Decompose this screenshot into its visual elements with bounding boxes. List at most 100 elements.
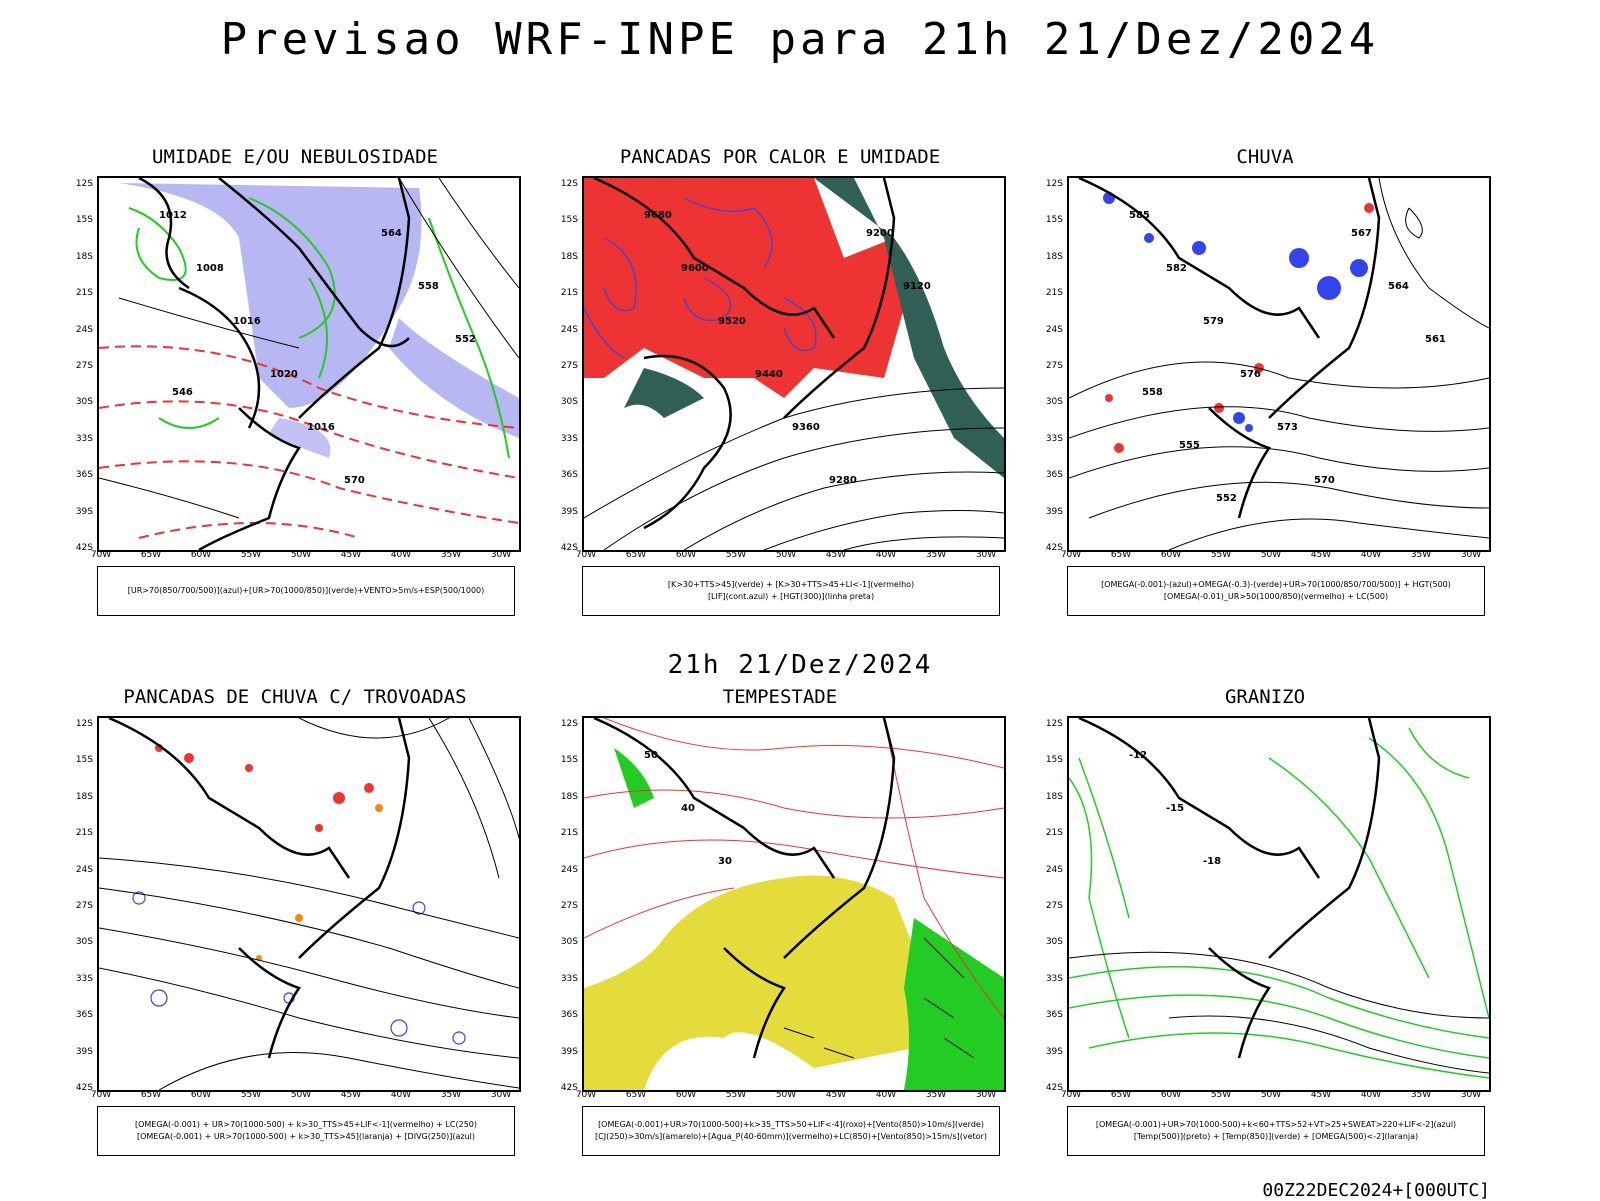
panel-umidade: UMIDADE E/OU NEBULOSIDADE 12S 15S 18S 21S 24… — [75, 146, 555, 626]
lon-tick: 70W — [1060, 1090, 1082, 1100]
lon-tick: 30W — [975, 550, 997, 560]
lon-tick: 50W — [1260, 550, 1282, 560]
lon-tick: 60W — [675, 550, 697, 560]
contour-label: 582 — [1166, 263, 1187, 274]
contour-label: 552 — [1216, 493, 1237, 504]
legend-line: [UR>70(850/700/500)](azul)+[UR>70(1000/8… — [127, 586, 485, 595]
contour-label: 9280 — [829, 475, 857, 486]
lat-tick: 39S — [1045, 506, 1063, 517]
lat-tick: 12S — [1045, 719, 1063, 729]
lon-tick: 30W — [975, 1090, 997, 1100]
contour-label: 9600 — [681, 263, 709, 274]
lon-tick: 40W — [390, 1090, 412, 1100]
lon-tick: 35W — [440, 550, 462, 560]
lat-axis: 12S 15S 18S 21S 24S 27S 30S 33S 36S 39S 42S — [560, 716, 580, 1093]
lat-tick: 27S — [1045, 901, 1063, 911]
lat-tick: 27S — [560, 901, 578, 911]
lat-axis: 12S 15S 18S 21S 24S 27S 30S 33S 36S 39S 42S — [75, 716, 95, 1093]
legend-line: [Temp(500)](preto) + [Temp(850)](verde) … — [1133, 1132, 1419, 1141]
legend-line: [CJ(250)>30m/s](amarelo)+[Agua_P(40-60mm… — [595, 1132, 987, 1141]
lon-tick: 45W — [825, 1090, 847, 1100]
contour-label: -15 — [1166, 803, 1184, 814]
lat-tick: 24S — [560, 324, 578, 335]
lat-tick: 42S — [1045, 543, 1063, 553]
lon-tick: 30W — [490, 1090, 512, 1100]
lat-tick: 24S — [75, 864, 93, 875]
lat-tick: 39S — [1045, 1046, 1063, 1057]
lon-tick: 60W — [1160, 550, 1182, 560]
lat-tick: 27S — [1045, 361, 1063, 371]
legend-line: [K>30+TTS>45](verde) + [K>30+TTS>45+LI<-… — [667, 580, 915, 589]
lat-tick: 39S — [560, 1046, 578, 1057]
lon-tick: 50W — [775, 550, 797, 560]
contour-label: 30 — [718, 856, 732, 867]
lon-tick: 50W — [290, 1090, 312, 1100]
lat-tick: 36S — [560, 470, 578, 481]
lon-tick: 55W — [1210, 550, 1232, 560]
lon-tick: 45W — [340, 550, 362, 560]
map-umidade-svg: 1012 1008 1016 1020 1016 570 564 558 552 546 — [99, 178, 519, 550]
lat-tick: 18S — [1045, 791, 1063, 802]
legend-line: [OMEGA(-0.001)-(azul)+OMEGA(-0.3)-(verde… — [1101, 580, 1451, 589]
panel-tempestade: TEMPESTADE 12S 15S 18S 21S 24S 27S 30S 33S 36S 39… — [560, 686, 1040, 1166]
lat-tick: 36S — [560, 1010, 578, 1021]
lon-axis: 70W 65W 60W 55W 50W 45W 40W 35W 30W — [91, 550, 517, 562]
contour-label: 576 — [1240, 369, 1261, 380]
lat-tick: 15S — [560, 755, 578, 766]
contour-label: 9440 — [755, 369, 783, 380]
lat-tick: 30S — [75, 937, 93, 948]
contour-label: 1012 — [159, 210, 187, 221]
contour-label: 9680 — [644, 210, 672, 221]
contour-label: 567 — [1351, 228, 1372, 239]
lon-tick: 60W — [675, 1090, 697, 1100]
lon-tick: 30W — [1460, 550, 1482, 560]
lat-tick: 42S — [560, 543, 578, 553]
lat-tick: 12S — [75, 719, 93, 729]
lon-tick: 40W — [1360, 550, 1382, 560]
lon-tick: 60W — [190, 1090, 212, 1100]
lon-tick: 70W — [575, 1090, 597, 1100]
lat-axis: 12S 15S 18S 21S 24S 27S 30S 33S 36S 39S 42S — [1045, 176, 1065, 553]
lat-axis: 12S 15S 18S 21S 24S 27S 30S 33S 36S 39S 42S — [75, 176, 95, 553]
lat-tick: 18S — [560, 791, 578, 802]
contour-label: 585 — [1129, 210, 1150, 221]
lat-tick: 30S — [1045, 397, 1063, 408]
lon-tick: 60W — [1160, 1090, 1182, 1100]
lat-tick: 33S — [1045, 433, 1063, 444]
lon-tick: 30W — [490, 550, 512, 560]
lat-tick: 15S — [75, 755, 93, 766]
contour-label: 564 — [1388, 281, 1409, 292]
lat-tick: 18S — [1045, 251, 1063, 262]
panel-title: PANCADAS DE CHUVA C/ TROVOADAS — [123, 686, 467, 708]
panel-title: UMIDADE E/OU NEBULOSIDADE — [152, 146, 438, 168]
contour-label: -18 — [1203, 856, 1221, 867]
lat-tick: 21S — [75, 828, 93, 839]
main-title: Previsao WRF-INPE para 21h 21/Dez/2024 — [220, 14, 1380, 65]
lat-tick: 18S — [75, 251, 93, 262]
lat-tick: 39S — [560, 506, 578, 517]
contour-label: 558 — [1142, 387, 1163, 398]
lon-tick: 50W — [1260, 1090, 1282, 1100]
lon-tick: 55W — [725, 550, 747, 560]
map-tempestade: 50 40 30 — [582, 716, 1006, 1092]
lon-axis: 70W 65W 60W 55W 50W 45W 40W 35W 30W — [91, 1090, 517, 1102]
lat-tick: 21S — [560, 288, 578, 299]
lon-tick: 55W — [240, 550, 262, 560]
contour-label: 570 — [1314, 475, 1335, 486]
lon-tick: 65W — [625, 550, 647, 560]
lon-tick: 35W — [440, 1090, 462, 1100]
panel-title: CHUVA — [1236, 146, 1294, 168]
lat-tick: 15S — [1045, 215, 1063, 226]
contour-label: 1016 — [307, 422, 335, 433]
lat-tick: 33S — [560, 973, 578, 984]
legend-line: [OMEGA(-0.001)+UR>70(1000-500)+k<60+TTS>… — [1095, 1120, 1457, 1129]
lat-tick: 21S — [560, 828, 578, 839]
lon-tick: 40W — [390, 550, 412, 560]
lat-tick: 30S — [75, 397, 93, 408]
lon-axis: 70W 65W 60W 55W 50W 45W 40W 35W 30W — [576, 550, 1002, 562]
lon-tick: 40W — [1360, 1090, 1382, 1100]
map-pancadas-trovoadas — [97, 716, 521, 1092]
legend-line: [OMEGA(-0.01)_UR>50(1000/850)(vermelho) … — [1163, 592, 1389, 601]
map-chuva: 585 582 579 576 573 570 567 564 561 558 555 552 — [1067, 176, 1491, 552]
map-umidade: 1012 1008 1016 1020 1016 570 564 558 552 546 — [97, 176, 521, 552]
